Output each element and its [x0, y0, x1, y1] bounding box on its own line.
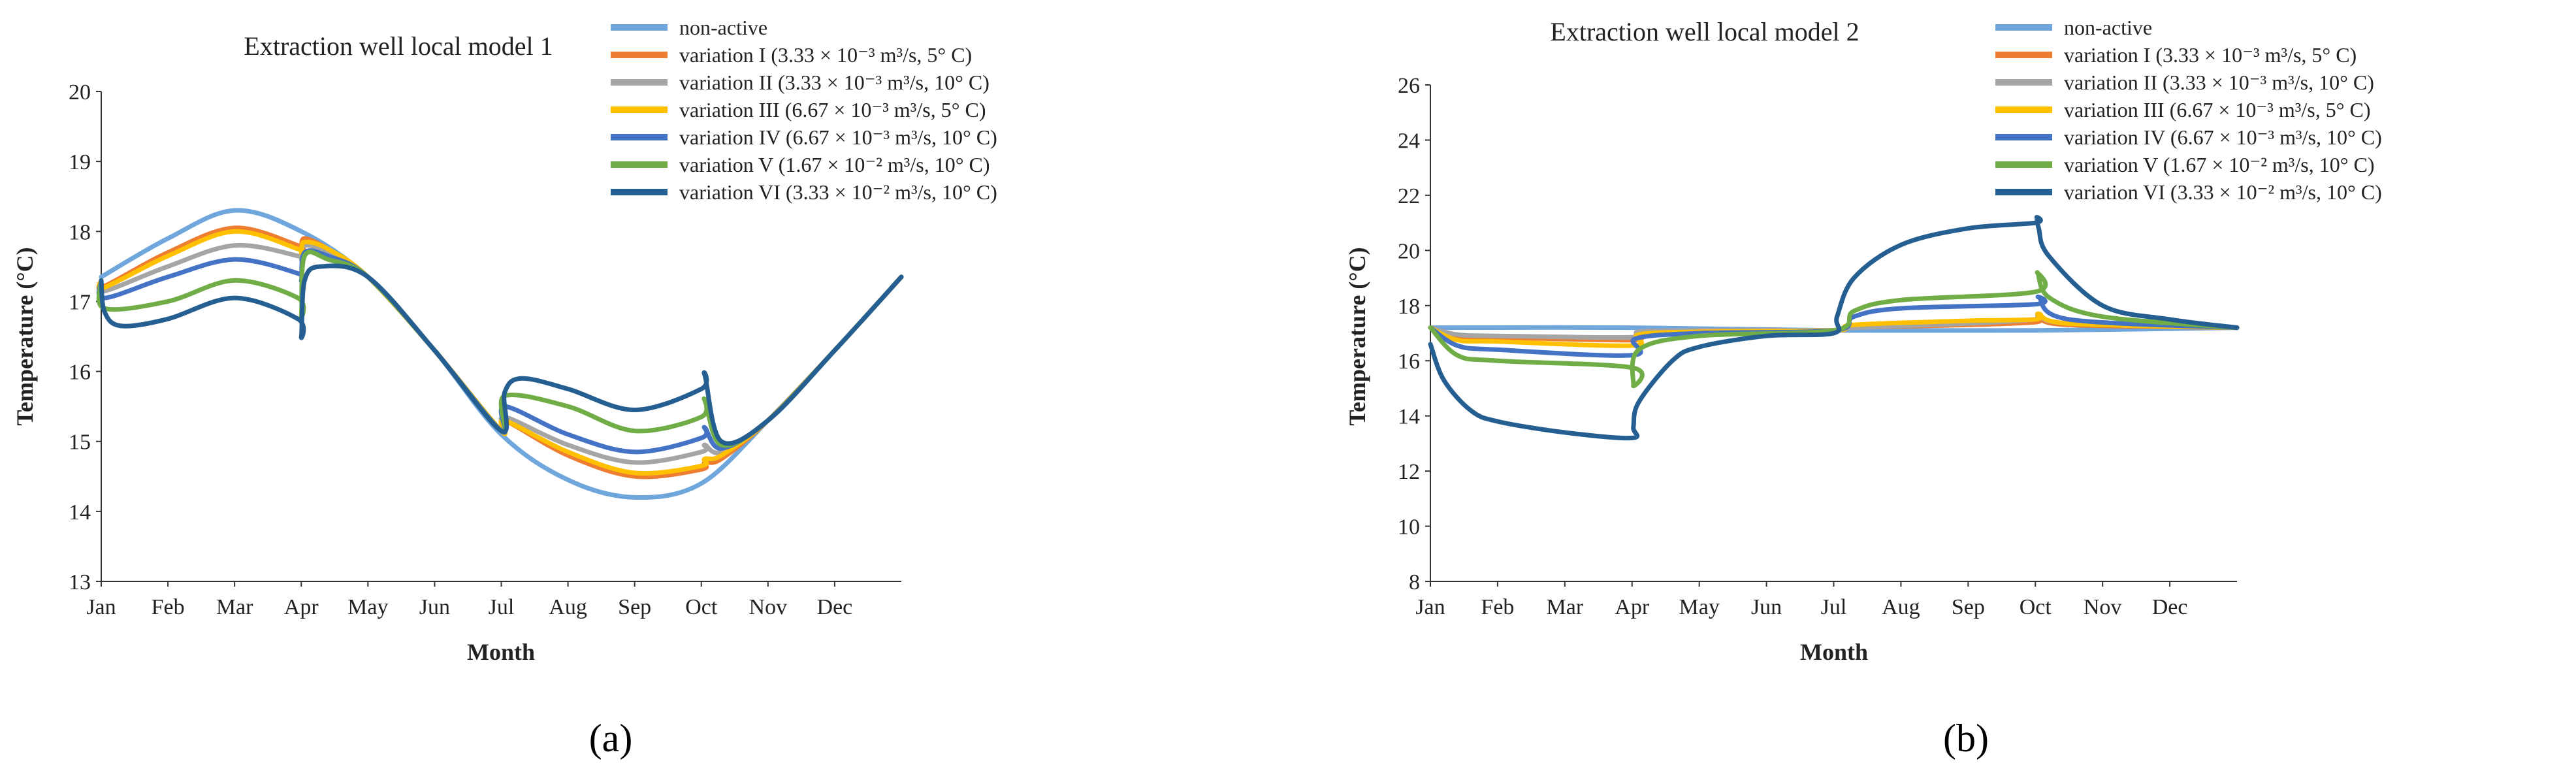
chart-panel-b: Extraction well local model 2 Temperatur… — [1344, 16, 2382, 760]
panel-label: (b) — [1943, 717, 1989, 760]
legend-entry: variation IV (6.67 × 10⁻³ m³/s, 10° C) — [2064, 125, 2382, 149]
y-tick-label: 13 — [69, 570, 91, 594]
legend-entry: variation III (6.67 × 10⁻³ m³/s, 5° C) — [2064, 98, 2371, 122]
y-tick-label: 26 — [1398, 74, 1420, 98]
x-tick-label: Sep — [618, 595, 651, 619]
legend-entry: non-active — [2064, 16, 2152, 39]
x-ticks: Jan Feb Mar Apr May Jun Jul Aug Sep Oct Nov Dec — [1415, 581, 2187, 619]
y-tick-label: 14 — [69, 500, 91, 525]
y-tick-label: 20 — [69, 80, 91, 105]
x-tick-label: May — [347, 595, 388, 619]
legend-entry: variation II (3.33 × 10⁻³ m³/s, 10° C) — [679, 71, 990, 94]
x-axis-label: Month — [1800, 639, 1868, 665]
legend-entry: non-active — [679, 16, 767, 39]
y-tick-label: 18 — [69, 220, 91, 244]
x-tick-label: Mar — [1547, 595, 1584, 619]
series-group — [1428, 215, 2240, 441]
x-tick-label: Jul — [489, 595, 515, 619]
x-tick-label: Sep — [1952, 595, 1985, 619]
x-tick-label: Jun — [1751, 595, 1782, 619]
x-tick-label: Aug — [1882, 595, 1920, 619]
legend-entry: variation II (3.33 × 10⁻³ m³/s, 10° C) — [2064, 71, 2374, 94]
y-tick-label: 16 — [1398, 349, 1420, 374]
legend-entry: variation III (6.67 × 10⁻³ m³/s, 5° C) — [679, 98, 986, 122]
series-line — [99, 208, 904, 500]
y-tick-label: 10 — [1398, 515, 1420, 540]
legend-entry: variation VI (3.33 × 10⁻² m³/s, 10° C) — [2064, 180, 2382, 204]
x-ticks: Jan Feb Mar Apr May Jun Jul Aug Sep Oct Nov Dec — [86, 581, 852, 619]
x-tick-label: Jan — [1415, 595, 1445, 619]
x-tick-label: Apr — [284, 595, 319, 619]
x-tick-label: Dec — [2152, 595, 2188, 619]
series-line — [96, 225, 904, 479]
y-ticks: 8 10 12 14 16 18 20 22 24 26 — [1398, 74, 1430, 594]
y-ticks: 13 14 15 16 17 18 19 20 — [69, 80, 101, 594]
legend-entry: variation V (1.67 × 10⁻² m³/s, 10° C) — [2064, 153, 2375, 176]
series-group — [96, 208, 904, 500]
chart-title: Extraction well local model 1 — [244, 31, 553, 61]
x-tick-label: Feb — [1481, 595, 1514, 619]
x-tick-label: Aug — [549, 595, 587, 619]
legend-entry: variation I (3.33 × 10⁻³ m³/s, 5° C) — [679, 43, 972, 67]
x-tick-label: May — [1679, 595, 1720, 619]
x-tick-label: Jan — [86, 595, 116, 619]
x-tick-label: Apr — [1615, 595, 1650, 619]
y-tick-label: 19 — [69, 150, 91, 174]
series-line — [1428, 270, 2240, 389]
y-axis-label: Temperature (°C) — [12, 247, 38, 425]
y-axis-label: Temperature (°C) — [1344, 247, 1370, 425]
panel-label: (a) — [589, 717, 633, 760]
y-tick-label: 22 — [1398, 184, 1420, 208]
x-tick-label: Nov — [749, 595, 788, 619]
y-tick-label: 15 — [69, 431, 91, 455]
series-line — [96, 229, 904, 476]
x-tick-label: Feb — [152, 595, 185, 619]
series-line — [99, 263, 904, 446]
y-tick-label: 12 — [1398, 460, 1420, 484]
y-tick-label: 20 — [1398, 239, 1420, 263]
y-tick-label: 18 — [1398, 295, 1420, 319]
x-tick-label: Jun — [419, 595, 450, 619]
x-axis-label: Month — [467, 639, 535, 665]
x-tick-label: Mar — [216, 595, 253, 619]
legend-entry: variation V (1.67 × 10⁻² m³/s, 10° C) — [679, 153, 990, 176]
series-line — [1428, 215, 2240, 441]
legend-entry: variation I (3.33 × 10⁻³ m³/s, 5° C) — [2064, 43, 2357, 67]
x-tick-label: Dec — [817, 595, 853, 619]
x-tick-label: Jul — [1821, 595, 1847, 619]
y-tick-label: 16 — [69, 361, 91, 385]
x-tick-label: Oct — [685, 595, 718, 619]
y-tick-label: 24 — [1398, 129, 1420, 153]
y-tick-label: 8 — [1409, 570, 1420, 594]
legend: non-active variation I (3.33 × 10⁻³ m³/s,… — [611, 16, 997, 204]
chart-panel-a: Extraction well local model 1 Temperatur… — [12, 16, 997, 760]
chart-title: Extraction well local model 2 — [1550, 17, 1859, 46]
x-tick-label: Nov — [2084, 595, 2122, 619]
y-tick-label: 17 — [69, 290, 91, 314]
legend-entry: variation IV (6.67 × 10⁻³ m³/s, 10° C) — [679, 125, 997, 149]
legend: non-active variation I (3.33 × 10⁻³ m³/s,… — [1995, 16, 2382, 204]
x-tick-label: Oct — [2020, 595, 2052, 619]
y-tick-label: 14 — [1398, 405, 1420, 429]
legend-entry: variation VI (3.33 × 10⁻² m³/s, 10° C) — [679, 180, 997, 204]
